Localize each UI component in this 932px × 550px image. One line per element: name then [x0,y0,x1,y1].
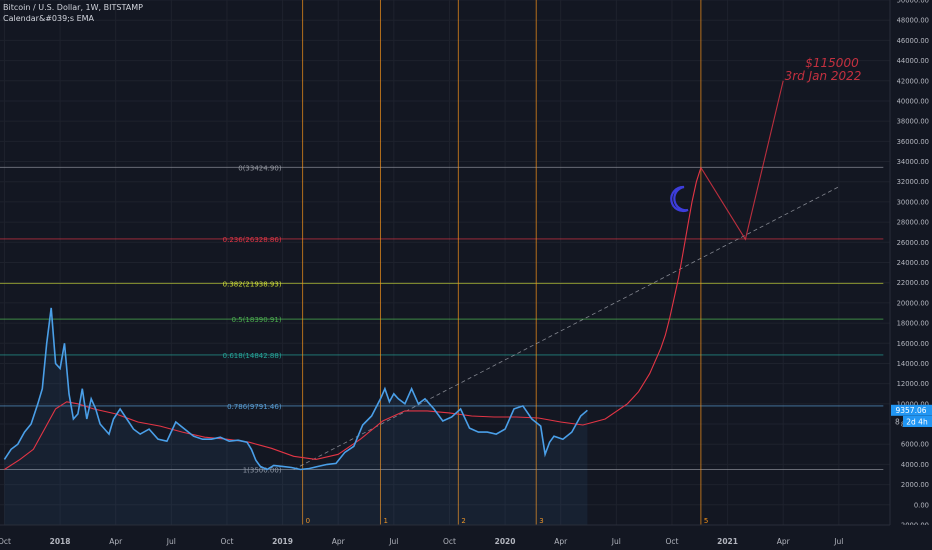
cycle-label-5: 5 [704,517,708,525]
y-tick-label: 26000.00 [897,239,929,247]
partial-price-label: 8 [895,418,900,427]
x-tick-label: 2019 [272,537,293,546]
y-tick-label: 6000.00 [901,441,929,449]
y-tick-label: 2000.00 [901,481,929,489]
y-tick-label: 34000.00 [897,158,929,166]
y-tick-label: 50000.00 [897,0,929,5]
cycle-label-2: 2 [461,517,465,525]
x-tick-label: 2020 [495,537,516,546]
last-price-tag: 9357.06 2d 4h 8 [891,404,932,427]
cycle-lines: 0 1 2 3 5 [302,0,708,525]
y-tick-label: 38000.00 [897,118,929,126]
indicator-label: Calendar&#039;s EMA [3,14,95,23]
x-tick-label: Apr [777,537,791,546]
y-tick-label: 12000.00 [897,380,929,388]
y-tick-label: 42000.00 [897,77,929,85]
fib-label-1: 1(3500.00) [243,466,282,474]
y-tick-label: 20000.00 [897,299,929,307]
x-tick-label: Apr [109,537,123,546]
x-axis[interactable]: Oct 2018 Apr Jul Oct 2019 Apr Jul Oct 2020 Apr Jul O… [0,537,843,546]
y-tick-label: 22000.00 [897,279,929,287]
x-tick-label: Jul [833,537,843,546]
cycle-label-1: 1 [383,517,387,525]
x-tick-label: Oct [665,537,678,546]
fib-label-0.382: 0.382(21938.93) [223,280,282,288]
y-tick-label: 28000.00 [897,219,929,227]
x-tick-label: 2021 [717,537,738,546]
y-tick-label: 0.00 [914,501,929,509]
x-tick-label: Jul [611,537,621,546]
y-tick-label: 16000.00 [897,340,929,348]
projection-line [700,80,784,241]
y-tick-label: 36000.00 [897,138,929,146]
last-price-label: 9357.06 [895,406,926,415]
y-tick-label: 30000.00 [897,198,929,206]
projection-price-label: $115000 [805,56,859,70]
x-tick-label: Jul [388,537,398,546]
x-tick-label: 2018 [50,537,71,546]
trendline [293,186,840,470]
x-tick-label: Apr [332,537,346,546]
chart-title: Bitcoin / U.S. Dollar, 1W, BITSTAMP [3,3,143,12]
fib-label-0.618: 0.618(14842.88) [223,352,282,360]
cycle-label-0: 0 [306,517,310,525]
fib-label-0.786: 0.786(9791.46) [227,403,282,411]
price-area [4,307,588,525]
y-tick-label: 32000.00 [897,178,929,186]
moon-icon [670,185,689,213]
y-tick-label: 14000.00 [897,360,929,368]
ema-line [4,167,702,470]
x-tick-label: Jul [166,537,176,546]
x-tick-label: Oct [443,537,456,546]
x-tick-label: Oct [220,537,233,546]
y-tick-label: 10000.00 [897,400,929,408]
x-tick-label: Apr [554,537,568,546]
y-tick-label: 44000.00 [897,57,929,65]
y-tick-label: 46000.00 [897,37,929,45]
fib-label-0.5: 0.5(18390.91) [232,316,282,324]
y-tick-label: 24000.00 [897,259,929,267]
price-line [3,307,588,471]
projection-date-label: 3rd Jan 2022 [785,69,862,83]
cycle-label-3: 3 [539,517,543,525]
fib-label-0.236: 0.236(26328.86) [223,236,282,244]
y-tick-label: 40000.00 [897,97,929,105]
y-tick-label: 4000.00 [901,461,929,469]
x-tick-label: Oct [0,537,11,546]
fibonacci-levels: 0(33424.90) 0.236(26328.86) 0.382(21938.93… [0,164,884,474]
fib-label-0: 0(33424.90) [238,164,282,172]
y-axis[interactable]: -2000.000.002000.004000.006000.008000.00… [897,0,929,530]
y-tick-label: 48000.00 [897,17,929,25]
countdown-label: 2d 4h [906,418,928,427]
y-tick-label: 18000.00 [897,320,929,328]
